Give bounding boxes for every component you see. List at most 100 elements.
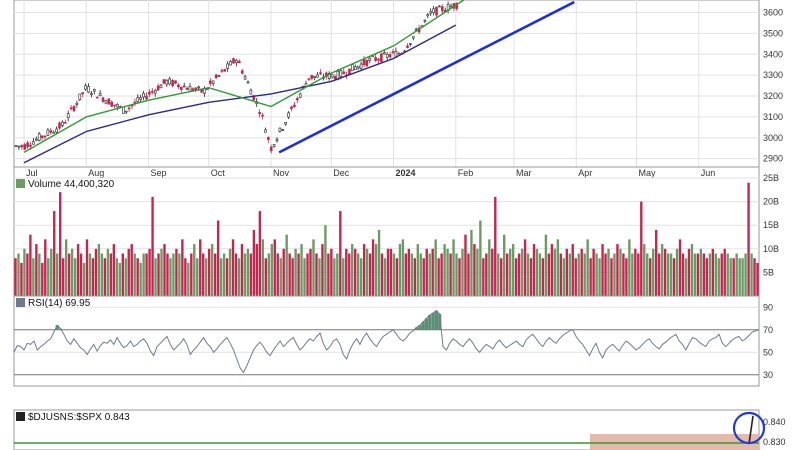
volume-bar [583, 253, 586, 296]
volume-bar [708, 253, 712, 296]
volume-bar [288, 253, 291, 296]
volume-tick-label: 25B [763, 173, 779, 183]
volume-bar [660, 244, 664, 296]
volume-bar [258, 211, 262, 296]
ratio-panel: $DJUSNS:$SPX 0.843 0.830 0.840 [13, 409, 786, 450]
volume-bar [595, 253, 598, 296]
volume-bar [64, 239, 68, 296]
volume-bar [511, 244, 515, 296]
candle-body [75, 102, 79, 105]
volume-bar [276, 253, 279, 296]
volume-bar [556, 239, 560, 296]
volume-bar [333, 258, 336, 296]
volume-bar [461, 248, 464, 296]
volume-tick-label: 15B [763, 220, 779, 230]
price-tick-label: 3300 [763, 70, 783, 80]
candle-body [29, 144, 32, 147]
volume-bar [666, 253, 670, 296]
candle-body [380, 53, 383, 62]
ratio-shaded-band [590, 434, 759, 450]
volume-bar [705, 258, 709, 296]
volume-bar [318, 258, 321, 296]
volume-bar [79, 253, 83, 296]
candle-body [182, 85, 186, 88]
rsi-legend-swatch [16, 298, 25, 307]
volume-bar [118, 262, 121, 296]
candle-body [87, 86, 90, 93]
candle-body [90, 93, 93, 96]
price-axis-ticks: 2900 3000 3100 3200 3300 3400 3500 3600 [763, 8, 783, 164]
volume-bar [365, 248, 369, 296]
candle-body [93, 89, 96, 92]
volume-bar [252, 229, 256, 296]
candle-body [290, 106, 293, 110]
candle-body [165, 79, 169, 85]
candle-body [174, 80, 177, 84]
candle-body [319, 72, 322, 75]
candle-body [220, 70, 224, 72]
candle-body [269, 146, 273, 152]
volume-bar [652, 248, 655, 296]
volume-bar [425, 248, 428, 296]
volume-bar [541, 258, 545, 296]
candle-body [281, 129, 285, 131]
volume-bar [637, 253, 640, 296]
volume-bar [607, 248, 610, 296]
volume-bar [669, 253, 673, 296]
candle-body [278, 127, 282, 132]
volume-panel: Volume 44,400,320 5B 10B 15B 20B 25B [13, 173, 779, 297]
volume-bar [38, 253, 41, 296]
volume-bar [568, 253, 571, 296]
candle-body [275, 138, 279, 142]
volume-bar [374, 244, 378, 296]
volume-bar [404, 253, 408, 296]
candle-body [52, 131, 56, 134]
ratio-line [748, 415, 754, 445]
month-label: Apr [578, 168, 592, 178]
volume-bar [190, 253, 193, 296]
volume-bar [610, 258, 613, 296]
candle-body [64, 122, 67, 124]
price-month-gridlines [23, 0, 700, 167]
volume-bar [544, 234, 548, 296]
volume-bar [148, 248, 151, 296]
candle-body [298, 93, 302, 98]
volume-bar [17, 253, 20, 296]
candle-body [313, 76, 317, 78]
candle-body [391, 51, 395, 53]
candle-body [397, 52, 401, 55]
candle-body [95, 96, 99, 99]
volume-bar [622, 253, 625, 296]
candle-body [107, 98, 111, 105]
volume-bar [178, 253, 181, 296]
volume-legend-swatch [16, 179, 25, 188]
volume-bar [717, 258, 720, 296]
volume-axis-ticks: 5B 10B 15B 20B 25B [763, 173, 779, 277]
volume-bar [85, 239, 89, 296]
volume-bar [458, 258, 461, 296]
volume-bar [395, 258, 399, 296]
volume-bar [455, 253, 458, 296]
candle-body [78, 93, 82, 101]
ratio-tick-label: 0.830 [763, 437, 786, 447]
candle-body [235, 59, 238, 63]
candle-body [20, 145, 24, 148]
candle-body [348, 68, 351, 75]
candle-body [124, 110, 128, 113]
volume-bar [738, 258, 741, 296]
volume-bar [61, 258, 65, 296]
candle-body [295, 98, 299, 101]
candle-body [223, 69, 227, 72]
candle-body [240, 70, 244, 74]
candle-body [272, 144, 276, 147]
volume-bar [681, 253, 685, 296]
candle-body [127, 107, 131, 110]
candle-body [249, 89, 253, 95]
volume-bar [491, 248, 494, 296]
volume-bar [508, 248, 512, 296]
candle-body [214, 74, 218, 79]
volume-bar [646, 253, 649, 296]
candle-body [261, 114, 264, 117]
volume-bar [339, 211, 342, 296]
volume-bar [213, 253, 217, 296]
